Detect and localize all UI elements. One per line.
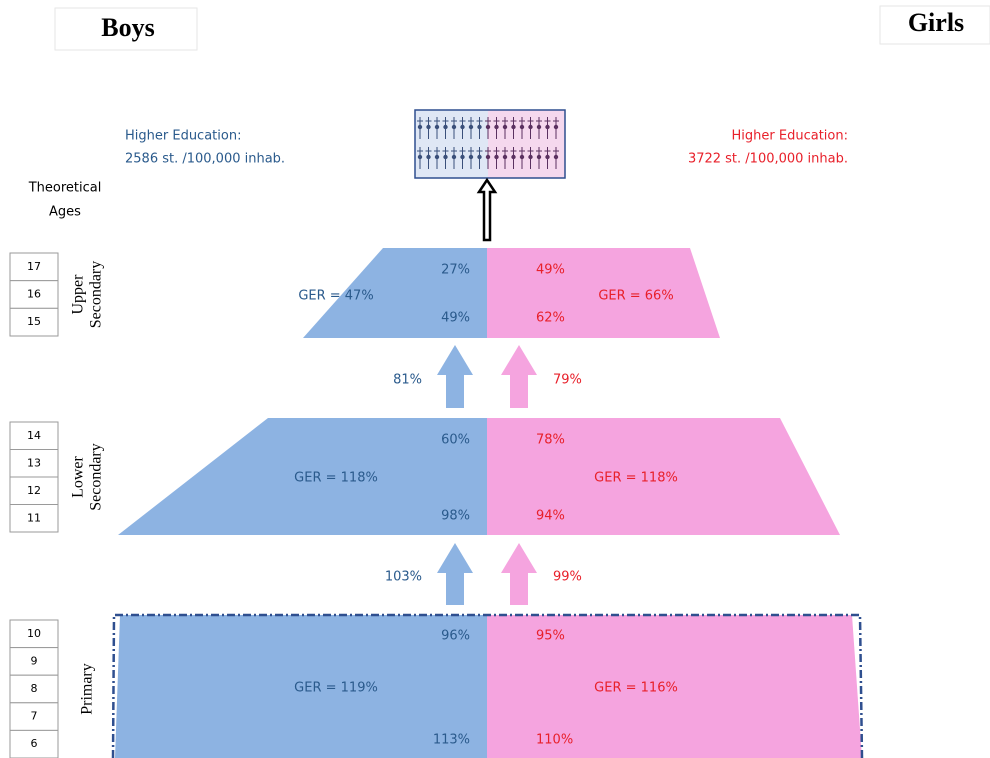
age-label: 15 <box>27 315 41 328</box>
boys-transition-arrow <box>437 543 473 605</box>
age-box <box>9 307 59 337</box>
age-box <box>9 647 59 676</box>
age-label: 9 <box>31 654 38 667</box>
boys-transition-arrow <box>437 345 473 408</box>
girls-trapezoid <box>487 418 840 535</box>
ages-title: Theoretical <box>28 181 102 196</box>
age-box <box>9 702 59 731</box>
girls-transition-arrow <box>501 345 537 408</box>
girls-trapezoid <box>487 248 720 338</box>
boys-top-rate: 96% <box>441 629 470 644</box>
girls-ger: GER = 118% <box>594 471 678 486</box>
boys-ger: GER = 47% <box>298 289 373 304</box>
boys-bottom-rate: 98% <box>441 509 470 524</box>
boys-top-rate: 27% <box>441 263 470 278</box>
higher-ed-label: Higher Education: <box>732 129 848 144</box>
age-box <box>9 252 59 282</box>
icon-box-boys <box>415 110 488 178</box>
girls-transition-rate: 79% <box>553 373 582 388</box>
girls-top-rate: 49% <box>536 263 565 278</box>
age-label: 12 <box>27 484 41 497</box>
girls-ger: GER = 116% <box>594 681 678 696</box>
icon-box <box>414 109 566 179</box>
age-box <box>9 476 59 505</box>
level-name: Upper <box>70 274 87 315</box>
boys-bottom-rate: 113% <box>433 733 470 748</box>
age-label: 14 <box>27 429 41 442</box>
level-name: Lower <box>70 455 87 497</box>
age-box <box>9 449 59 478</box>
student-icons <box>417 117 559 169</box>
age-box <box>9 729 59 758</box>
boys-top-rate: 60% <box>441 433 470 448</box>
age-box <box>9 619 59 649</box>
girls-ger: GER = 66% <box>598 289 673 304</box>
level-name: Secondary <box>88 443 105 511</box>
girls-top-rate: 95% <box>536 629 565 644</box>
girls-box <box>879 5 990 45</box>
age-label: 11 <box>27 511 41 524</box>
up-arrow <box>476 177 498 242</box>
boys-bottom-rate: 49% <box>441 311 470 326</box>
age-box <box>9 504 59 533</box>
boys-trapezoid <box>118 418 487 535</box>
age-label: 13 <box>27 456 41 469</box>
age-label: 6 <box>31 737 38 750</box>
level-name: Primary <box>79 663 96 715</box>
level-name: Secondary <box>88 261 105 329</box>
girls-bottom-rate: 62% <box>536 311 565 326</box>
girls-transition-rate: 99% <box>553 570 582 585</box>
primary-border <box>111 613 864 758</box>
age-label: 10 <box>27 627 41 640</box>
boys-ger: GER = 118% <box>294 471 378 486</box>
girls-top-rate: 78% <box>536 433 565 448</box>
age-label: 16 <box>27 288 41 301</box>
girls-header: Girls <box>908 8 964 37</box>
boys-box <box>54 7 198 51</box>
age-label: 8 <box>31 682 38 695</box>
boys-transition-rate: 81% <box>393 373 422 388</box>
ages-title: Ages <box>49 205 81 220</box>
girls-bottom-rate: 110% <box>536 733 573 748</box>
girls-transition-arrow <box>501 543 537 605</box>
boys-trapezoid <box>115 615 487 758</box>
higher-ed-value: 2586 st. /100,000 inhab. <box>125 152 285 167</box>
icon-box-girls <box>488 110 565 178</box>
higher-ed-label: Higher Education: <box>125 129 241 144</box>
boys-trapezoid <box>303 248 487 338</box>
age-label: 7 <box>31 710 38 723</box>
age-box <box>9 674 59 704</box>
boys-transition-rate: 103% <box>385 570 422 585</box>
age-label: 17 <box>27 260 41 273</box>
higher-ed-value: 3722 st. /100,000 inhab. <box>688 152 848 167</box>
boys-header: Boys <box>101 13 154 42</box>
pyramid: 27% 49% GER = 47% 49% 62% GER = 66% 17 16 15 Uppe… <box>9 248 864 758</box>
boys-ger: GER = 119% <box>294 681 378 696</box>
girls-bottom-rate: 94% <box>536 509 565 524</box>
girls-trapezoid <box>487 615 862 758</box>
